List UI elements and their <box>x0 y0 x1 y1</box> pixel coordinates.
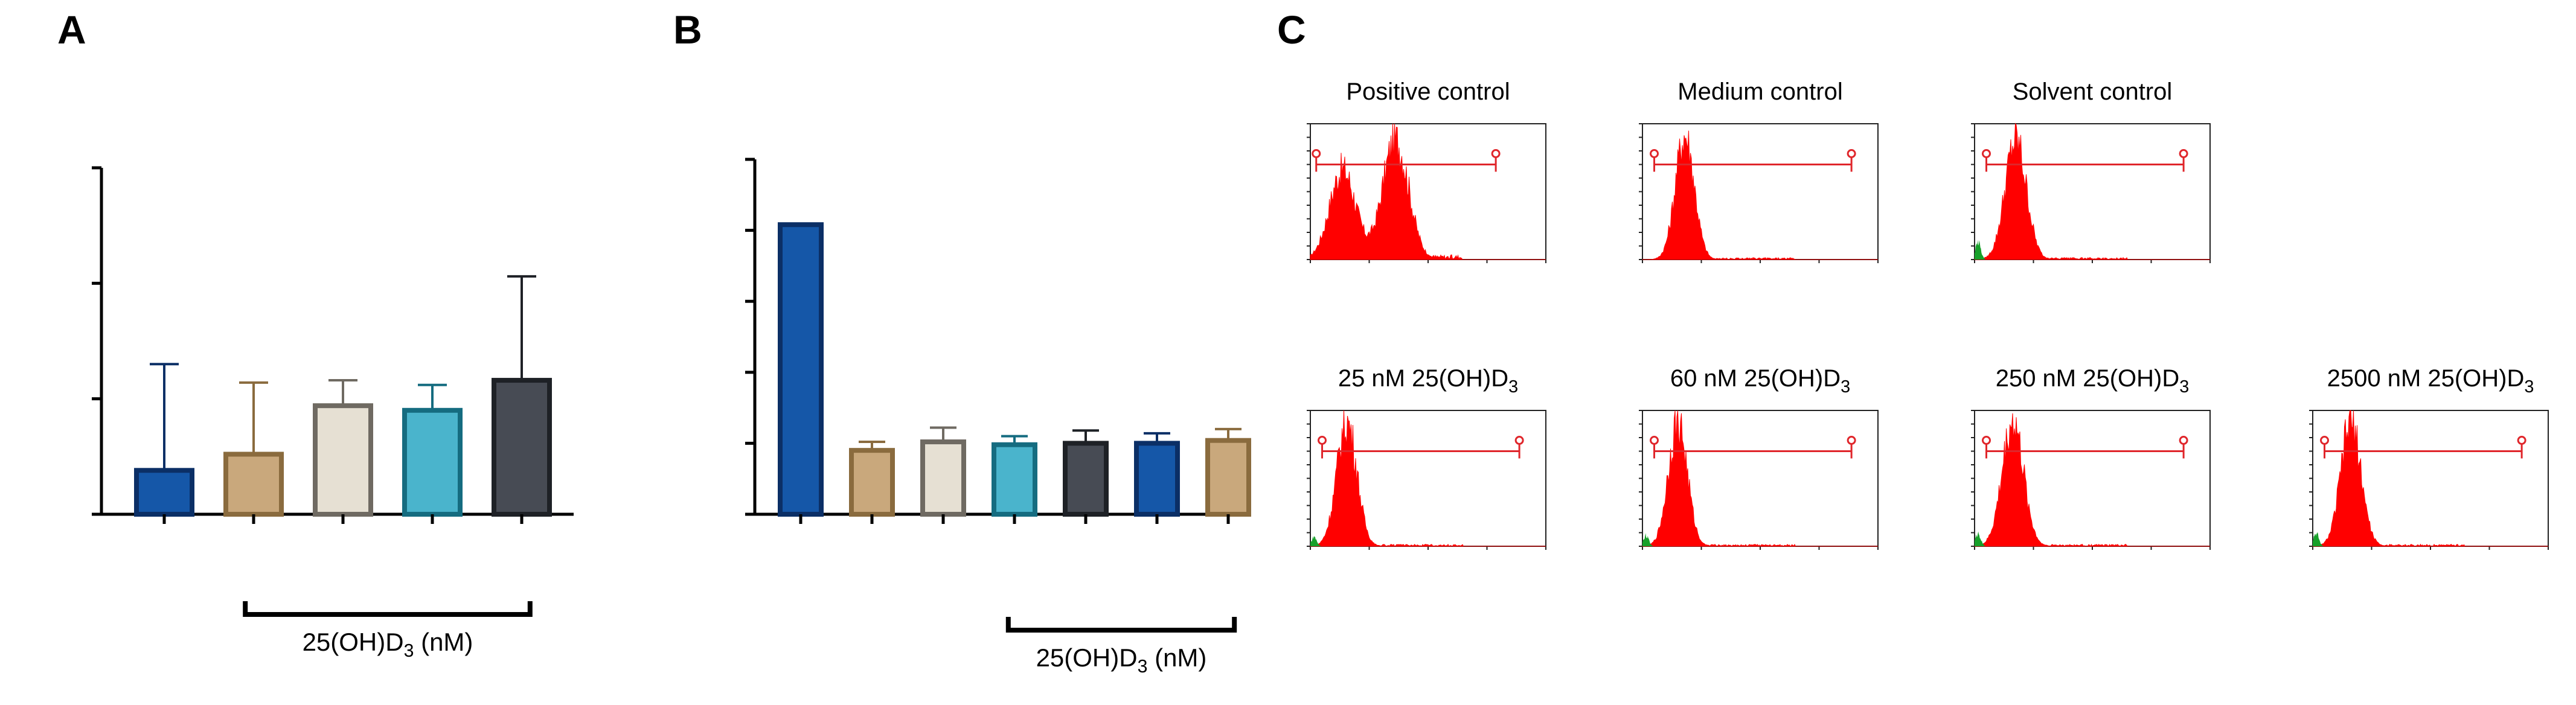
bracket-label-sub: 3 <box>404 641 414 661</box>
histogram-title-main: Positive control <box>1346 78 1510 105</box>
bar <box>849 448 895 517</box>
negative-population <box>1642 533 1653 546</box>
gate-left-handle <box>1318 436 1327 445</box>
histogram-title-main: 2500 nM 25(OH)D <box>2327 365 2525 392</box>
histogram-area <box>1974 413 2210 547</box>
bar <box>1134 441 1180 517</box>
bar <box>134 468 194 517</box>
histogram-plot: 250 nM 25(OH)D3 <box>1971 365 2211 550</box>
panel-label-a: A <box>57 7 86 52</box>
bar <box>313 403 373 517</box>
histogram-title: 250 nM 25(OH)D3 <box>1996 365 2190 397</box>
chart-b-lc3-intensity: 25(OH)D3 (nM) <box>745 158 1251 677</box>
gate-left-handle <box>1312 149 1321 158</box>
gate-left-handle <box>1650 149 1659 158</box>
gate-right-handle <box>1491 149 1501 158</box>
chart-c-histograms: Positive control Medium control Solvent co… <box>1307 78 2549 550</box>
negative-population <box>1975 240 1985 260</box>
histogram-title-sub: 3 <box>2179 377 2189 397</box>
negative-population <box>1975 531 1985 546</box>
gate-left-handle <box>1982 436 1991 445</box>
bar <box>1063 441 1109 517</box>
bar <box>492 378 552 517</box>
histogram-area <box>2312 410 2548 547</box>
bracket-label: 25(OH)D3 (nM) <box>1036 643 1207 677</box>
gate-right-handle <box>2179 149 2188 158</box>
histogram-area <box>1642 410 1878 547</box>
histogram-title: 60 nM 25(OH)D3 <box>1670 365 1850 397</box>
histogram-title-main: Solvent control <box>2013 78 2173 105</box>
histogram-plot: 2500 nM 25(OH)D3 <box>2309 365 2549 550</box>
histogram-title: 2500 nM 25(OH)D3 <box>2327 365 2534 397</box>
histogram-title-main: 25 nM 25(OH)D <box>1338 365 1508 392</box>
gate-right-handle <box>1514 436 1524 445</box>
histogram-plot: Medium control <box>1639 78 1879 263</box>
histogram-plot: Solvent control <box>1971 78 2211 263</box>
gate-left-handle <box>2320 436 2329 445</box>
bracket-label-main: 25(OH)D <box>1036 643 1138 672</box>
histogram-area <box>1974 123 2210 260</box>
group-bracket <box>243 601 533 617</box>
gate-right-handle <box>2179 436 2188 445</box>
bracket-label-unit: (nM) <box>414 628 473 656</box>
bar <box>402 407 463 517</box>
histogram-title: 25 nM 25(OH)D3 <box>1338 365 1518 397</box>
group-bracket <box>1005 617 1237 633</box>
histogram-title-sub: 3 <box>1508 377 1518 397</box>
chart-a-cytotoxicity: 25(OH)D3 (nM) <box>92 166 574 661</box>
histogram-title-main: 250 nM 25(OH)D <box>1996 365 2180 392</box>
histogram-title: Solvent control <box>2013 78 2173 105</box>
gate-left-handle <box>1650 436 1659 445</box>
panel-label-b: B <box>673 7 702 52</box>
histogram-plot: Positive control <box>1307 78 1546 263</box>
gate-left-handle <box>1982 149 1991 158</box>
histogram-area <box>1310 410 1546 547</box>
bar <box>778 222 824 517</box>
histogram-plot: 60 nM 25(OH)D3 <box>1639 365 1879 550</box>
negative-population <box>1310 536 1321 546</box>
bracket-label-sub: 3 <box>1138 657 1148 677</box>
histogram-title-sub: 3 <box>1841 377 1850 397</box>
bar <box>992 442 1037 517</box>
histogram-title-main: Medium control <box>1677 78 1842 105</box>
bracket-label-unit: (nM) <box>1147 643 1206 672</box>
bar <box>223 451 284 517</box>
bar <box>1205 438 1251 517</box>
histogram-title-sub: 3 <box>2524 377 2534 397</box>
bracket-label-main: 25(OH)D <box>303 628 404 656</box>
histogram-title: Positive control <box>1346 78 1510 105</box>
histogram-plot: 25 nM 25(OH)D3 <box>1307 365 1546 550</box>
gate-right-handle <box>1847 436 1856 445</box>
histogram-title-main: 60 nM 25(OH)D <box>1670 365 1841 392</box>
histogram-area <box>1310 123 1546 261</box>
negative-population <box>2313 532 2324 546</box>
gate-right-handle <box>1847 149 1856 158</box>
histogram-title: Medium control <box>1677 78 1842 105</box>
gate-right-handle <box>2517 436 2526 445</box>
bracket-label: 25(OH)D3 (nM) <box>303 628 473 661</box>
panel-label-c: C <box>1277 7 1306 52</box>
histogram-area <box>1642 130 1878 260</box>
bar <box>920 439 966 517</box>
